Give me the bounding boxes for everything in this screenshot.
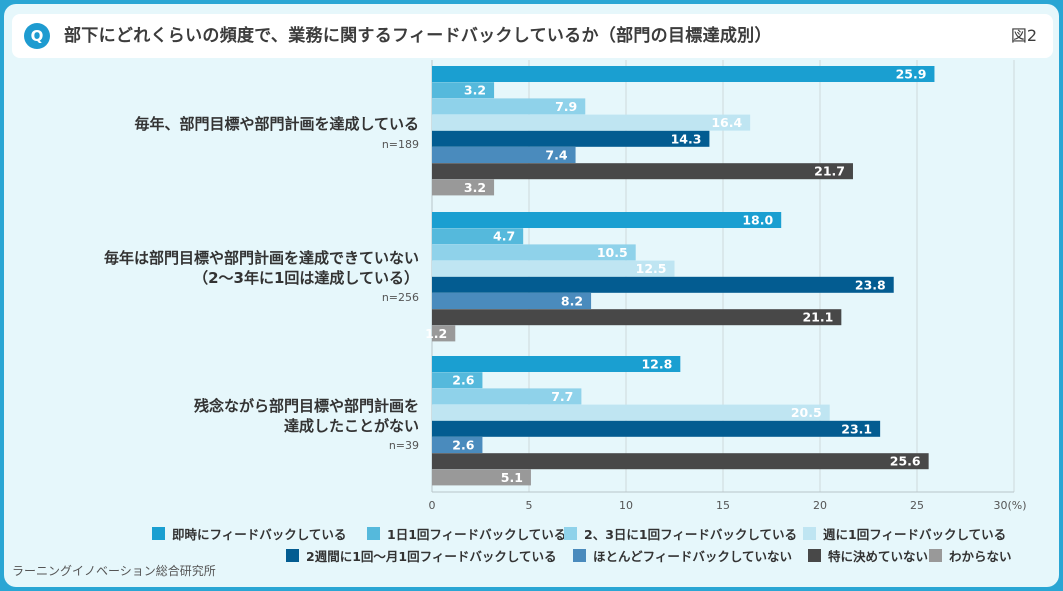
- group-label-line: 残念ながら部門目標や部門計画を: [193, 397, 419, 415]
- bar-3: [432, 98, 586, 115]
- chart-card: Q 部下にどれくらいの頻度で、業務に関するフィードバックしているか（部門の目標達…: [4, 4, 1059, 587]
- bar-3: [432, 244, 636, 261]
- data-label: 7.7: [551, 389, 573, 404]
- x-tick-label: 10: [619, 499, 633, 512]
- group-label-achieved: 毎年、部門目標や部門計画を達成している: [134, 114, 419, 134]
- chart-title: 部下にどれくらいの頻度で、業務に関するフィードバックしているか（部門の目標達成別…: [64, 26, 772, 46]
- x-tick-label: 5: [526, 499, 533, 512]
- bar-6: [432, 147, 576, 163]
- group-label-line: 毎年、部門目標や部門計画を達成している: [134, 115, 419, 133]
- source-credit: ラーニングイノベーション総合研究所: [12, 564, 216, 578]
- data-label: 3.2: [464, 83, 486, 98]
- bar-1: [432, 212, 782, 228]
- data-label: 18.0: [742, 213, 773, 228]
- bar-5: [432, 276, 894, 293]
- x-tick-label: 15: [716, 499, 730, 512]
- data-label: 12.8: [641, 357, 672, 372]
- data-label: 5.1: [501, 470, 523, 485]
- bar-5: [432, 420, 881, 437]
- data-label: 16.4: [711, 115, 742, 130]
- question-badge: Q: [24, 23, 50, 49]
- bar-6: [432, 437, 483, 453]
- data-label: 7.9: [555, 99, 577, 114]
- bar-7: [432, 453, 929, 470]
- bar-8: [432, 179, 495, 196]
- group-n: n=189: [381, 138, 419, 151]
- data-label: 7.4: [545, 148, 567, 163]
- figure-label: 図2: [1010, 26, 1037, 45]
- data-label: 23.8: [855, 277, 886, 292]
- data-label: 10.5: [597, 245, 628, 260]
- data-label: 2.6: [452, 373, 474, 388]
- data-label: 25.9: [896, 67, 927, 82]
- bar-7: [432, 309, 842, 326]
- data-label: 14.3: [671, 131, 702, 146]
- bar-1: [432, 356, 681, 372]
- data-label: 20.5: [791, 405, 822, 420]
- bar-5: [432, 130, 710, 147]
- data-label: 8.2: [561, 294, 583, 309]
- data-label: 21.1: [802, 310, 833, 325]
- bar-4: [432, 260, 675, 277]
- data-label: 25.6: [890, 454, 921, 469]
- data-label: 2.6: [452, 438, 474, 453]
- group-label-line: 達成したことがない: [283, 417, 419, 435]
- bar-7: [432, 163, 853, 180]
- data-label: 1.2: [425, 326, 447, 341]
- x-tick-label: 20: [813, 499, 827, 512]
- bar-chart: 0 5 10 15 20 25 30(%) 25.9 18.0 12.8 3.2 4.7 2.6 7.9 1…: [425, 60, 1027, 512]
- bar-2: [432, 372, 483, 389]
- x-tick-label: 30(%): [993, 499, 1026, 512]
- data-label: 12.5: [636, 261, 667, 276]
- data-label: 21.7: [814, 164, 845, 179]
- bar-8: [432, 325, 456, 342]
- bar-2: [432, 228, 524, 245]
- header-bar: Q 部下にどれくらいの頻度で、業務に関するフィードバックしているか（部門の目標達…: [12, 14, 1053, 58]
- data-label: 4.7: [493, 229, 515, 244]
- data-label: 23.1: [841, 421, 872, 436]
- x-tick-label: 0: [429, 499, 436, 512]
- group-label-never: 残念ながら部門目標や部門計画を 達成したことがない: [194, 396, 419, 436]
- group-label-line: （2～3年に1回は達成している）: [193, 269, 419, 287]
- bar-3: [432, 388, 582, 405]
- bar-2: [432, 82, 495, 99]
- bar-4: [432, 114, 751, 131]
- bar-6: [432, 293, 592, 309]
- bar-8: [432, 469, 531, 486]
- bar-1: [432, 66, 935, 82]
- bar-4: [432, 404, 830, 421]
- data-label: 3.2: [464, 180, 486, 195]
- group-n: n=256: [381, 291, 419, 304]
- x-tick-label: 25: [910, 499, 924, 512]
- group-label-line: 毎年は部門目標や部門計画を達成できていない: [103, 249, 419, 267]
- group-n: n=39: [388, 439, 419, 452]
- group-label-partial: 毎年は部門目標や部門計画を達成できていない （2～3年に1回は達成している）: [104, 248, 419, 288]
